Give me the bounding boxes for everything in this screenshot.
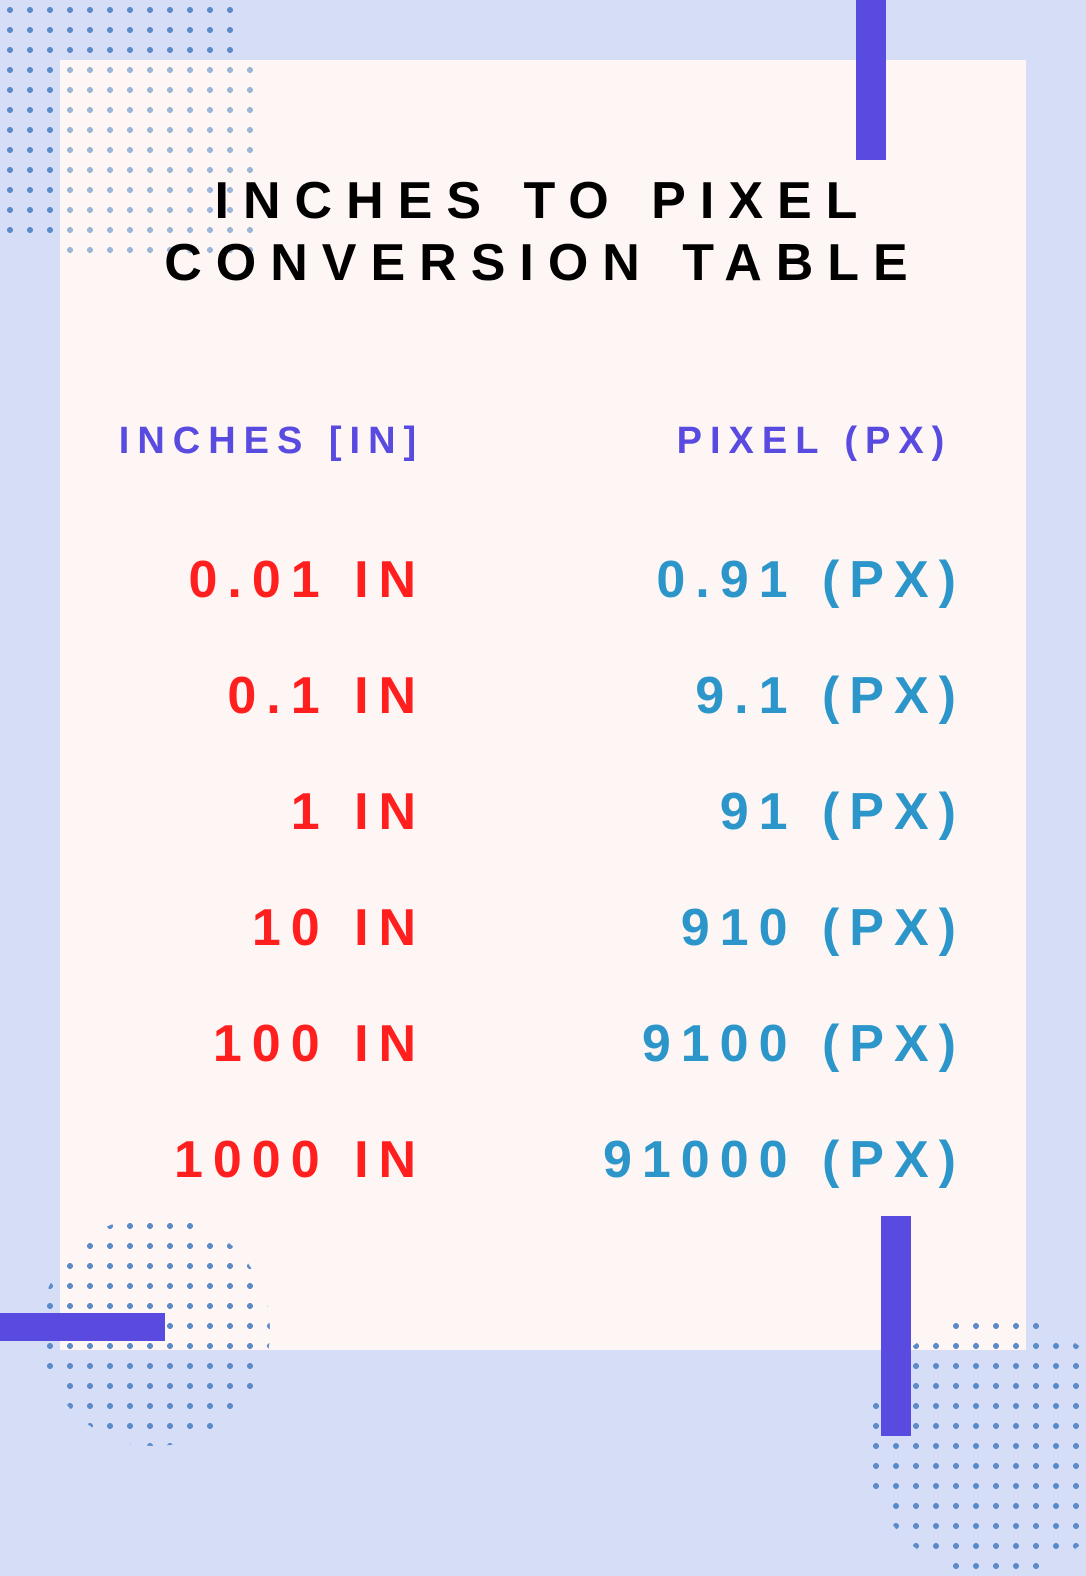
title-line-2: CONVERSION TABLE [0,232,1086,294]
table-row: 1000 IN 91000 (PX) [0,1130,1086,1190]
pixel-value: 91000 (PX) [456,1130,1086,1190]
table-row: 100 IN 9100 (PX) [0,1014,1086,1074]
pixel-value: 0.91 (PX) [456,550,1086,610]
column-header-inches: INCHES [IN] [0,420,543,463]
page-title: INCHES TO PIXEL CONVERSION TABLE [0,170,1086,295]
table-row: 1 IN 91 (PX) [0,782,1086,842]
table-row: 0.01 IN 0.91 (PX) [0,550,1086,610]
pixel-value: 91 (PX) [456,782,1086,842]
pixel-value: 9100 (PX) [456,1014,1086,1074]
conversion-rows: 0.01 IN 0.91 (PX) 0.1 IN 9.1 (PX) 1 IN 9… [0,550,1086,1246]
column-headers: INCHES [IN] PIXEL (PX) [0,420,1086,463]
inches-value: 0.1 IN [0,666,456,726]
table-row: 0.1 IN 9.1 (PX) [0,666,1086,726]
inches-value: 1000 IN [0,1130,456,1190]
pixel-value: 910 (PX) [456,898,1086,958]
inches-value: 1 IN [0,782,456,842]
accent-bar-bottom-right [881,1216,911,1436]
inches-value: 0.01 IN [0,550,456,610]
column-header-pixel: PIXEL (PX) [543,420,1086,463]
inches-value: 100 IN [0,1014,456,1074]
table-row: 10 IN 910 (PX) [0,898,1086,958]
title-line-1: INCHES TO PIXEL [0,170,1086,232]
accent-bar-bottom-left [0,1313,165,1341]
pixel-value: 9.1 (PX) [456,666,1086,726]
inches-value: 10 IN [0,898,456,958]
accent-bar-top-right [856,0,886,160]
